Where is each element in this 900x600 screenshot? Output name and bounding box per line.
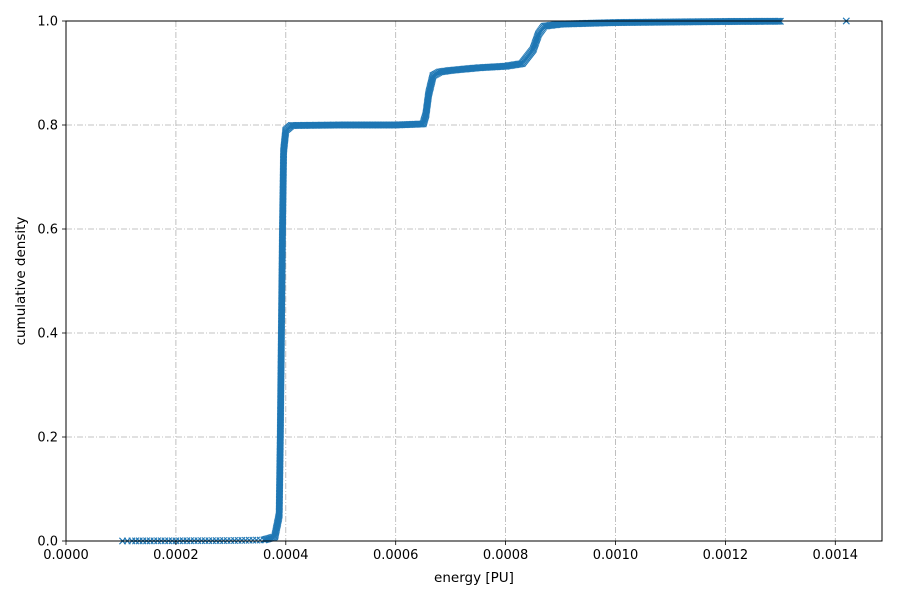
axis-ticks: 0.0000 0.0002 0.0004 0.0006 0.0008 0.0010 0.00… [37, 15, 858, 564]
y-tick-label: 0.0 [37, 535, 58, 550]
x-tick-label: 0.0010 [593, 548, 639, 563]
y-tick-label: 1.0 [37, 15, 58, 30]
y-tick-label: 0.8 [37, 119, 58, 134]
x-tick-label: 0.0012 [703, 548, 749, 563]
y-tick-label: 0.6 [37, 223, 58, 238]
y-axis-label: cumulative density [13, 217, 29, 346]
x-axis-label: energy [PU] [434, 570, 514, 586]
x-tick-label: 0.0000 [43, 548, 89, 563]
y-tick-label: 0.2 [37, 431, 58, 446]
grid-lines [66, 21, 882, 541]
plot-frame [65, 20, 883, 542]
x-tick-label: 0.0002 [153, 548, 199, 563]
data-markers [119, 17, 850, 545]
x-tick-label: 0.0004 [263, 548, 309, 563]
x-tick-label: 0.0006 [373, 548, 419, 563]
x-tick-label: 0.0008 [483, 548, 529, 563]
y-tick-label: 0.4 [37, 327, 58, 342]
x-tick-label: 0.0014 [813, 548, 859, 563]
